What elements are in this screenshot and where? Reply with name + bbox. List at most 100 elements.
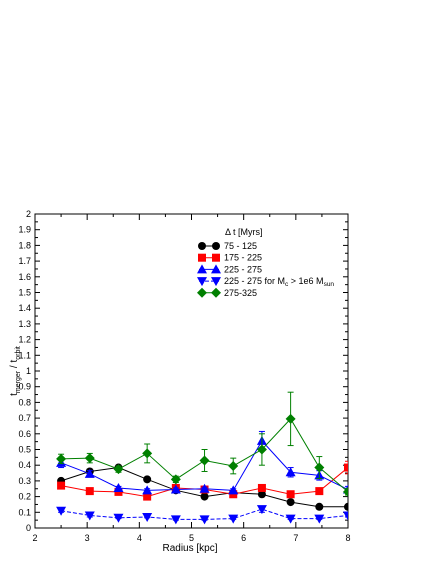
data-point: [143, 492, 152, 501]
data-point: [344, 502, 348, 511]
y-tick-label: 1: [26, 366, 31, 376]
data-point: [84, 511, 95, 521]
y-tick-label: 1.2: [18, 335, 31, 345]
legend-title: Δ t [Myrs]: [225, 227, 263, 237]
legend-label: 75 - 125: [224, 241, 257, 251]
legend-marker: [197, 287, 207, 298]
data-point: [315, 502, 324, 511]
y-tick-label: 1.3: [18, 319, 31, 329]
y-tick-label: 1.7: [18, 256, 31, 266]
y-tick-label: 1.6: [18, 272, 31, 282]
data-point: [113, 482, 124, 492]
y-tick-label: 0.1: [18, 507, 31, 517]
svg-text:tmerger / torbit: tmerger / torbit: [9, 346, 22, 396]
x-tick-label: 3: [85, 533, 90, 543]
legend-label-part: 225 - 275 for M: [224, 276, 285, 286]
y-axis-label-sub1: merger: [15, 370, 22, 393]
y-tick-label: 0.7: [18, 413, 31, 423]
data-point: [285, 514, 296, 524]
data-point: [170, 515, 181, 525]
data-point: [199, 515, 210, 525]
x-tick-label: 5: [189, 533, 194, 543]
plot-area: 2 3 4 5 6 7 8 0 0.1 0.2 0.3 0.4 0.5 0.6 0.7 0.8 0.9 1 1.1 1…: [18, 209, 350, 543]
y-tick-label: 0: [26, 523, 31, 533]
data-point: [315, 487, 324, 496]
data-point: [84, 468, 95, 478]
legend-marker: [212, 242, 220, 250]
legend-marker: [211, 264, 221, 274]
data-point: [314, 462, 325, 473]
data-point: [56, 506, 67, 516]
legend-label: 225 - 275: [224, 264, 262, 274]
y-tick-label: 0.8: [18, 397, 31, 407]
legend-marker: [211, 287, 221, 298]
x-axis-label: Radius [kpc]: [162, 543, 217, 554]
data-point: [343, 486, 348, 497]
x-tick-label: 2: [32, 533, 37, 543]
legend-label-part: > 1e6 M: [288, 276, 323, 286]
y-tick-label: 0.9: [18, 382, 31, 392]
data-point: [228, 460, 239, 471]
series-3: [56, 505, 348, 525]
y-tick-label: 0.5: [18, 445, 31, 455]
data-point: [199, 483, 210, 493]
data-point: [142, 485, 153, 495]
x-tick-label: 7: [293, 533, 298, 543]
data-point: [113, 513, 124, 523]
y-tick-label: 0.4: [18, 460, 31, 470]
data-point: [257, 483, 266, 492]
legend-marker: [197, 277, 207, 287]
legend-marker: [212, 253, 220, 262]
data-point: [143, 475, 152, 484]
data-point: [285, 467, 296, 477]
data-point: [256, 444, 267, 455]
y-tick-label: 1.1: [18, 350, 31, 360]
legend-label-sub: sun: [324, 281, 335, 288]
data-point: [170, 484, 181, 494]
data-point: [84, 453, 95, 464]
data-point: [200, 492, 209, 501]
legend-marker: [197, 264, 207, 274]
x-tick-label: 8: [345, 533, 350, 543]
data-point: [170, 474, 181, 485]
y-axis-label: tmerger / torbit: [9, 346, 22, 396]
data-point: [285, 413, 296, 424]
y-tick-label: 1.5: [18, 288, 31, 298]
y-tick-label: 1.9: [18, 225, 31, 235]
data-point: [228, 514, 239, 524]
legend-marker: [198, 253, 206, 262]
data-point: [56, 453, 67, 464]
data-point: [256, 505, 267, 515]
series-4: [56, 391, 348, 497]
y-axis-label-base: t: [9, 393, 20, 396]
y-tick-label: 2: [26, 209, 31, 219]
data-point: [286, 498, 295, 507]
legend-label: 225 - 275 for Mc > 1e6 Msun: [224, 276, 334, 288]
series-layer: [56, 391, 348, 525]
data-point: [142, 513, 153, 523]
y-tick-label: 0.6: [18, 429, 31, 439]
y-tick-label: 1.4: [18, 303, 31, 313]
data-point: [257, 490, 266, 499]
y-axis-label-mid: / t: [9, 360, 20, 371]
x-tick-label: 6: [241, 533, 246, 543]
y-tick-label: 0.3: [18, 476, 31, 486]
data-point: [314, 514, 325, 524]
y-tick-label: 0.2: [18, 492, 31, 502]
plot-frame: [34, 213, 349, 529]
legend-label: 275-325: [224, 288, 257, 298]
data-point: [199, 455, 210, 466]
data-point: [142, 448, 153, 459]
data-point: [228, 485, 239, 495]
y-tick-label: 1.8: [18, 240, 31, 250]
legend-marker: [211, 277, 221, 287]
x-tick-label: 4: [137, 533, 142, 543]
data-point: [113, 464, 124, 475]
data-point: [344, 463, 348, 472]
data-point: [343, 511, 348, 521]
legend-marker: [198, 242, 206, 250]
data-point: [286, 490, 295, 499]
data-point: [57, 481, 66, 490]
